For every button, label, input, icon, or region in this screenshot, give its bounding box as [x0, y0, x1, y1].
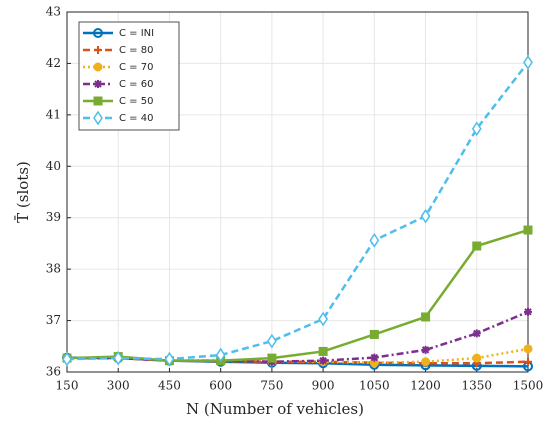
y-tick-label: 39 [46, 210, 61, 224]
data-point-part [421, 345, 430, 354]
data-point-part [472, 241, 482, 251]
x-tick-label: 600 [209, 379, 232, 393]
y-axis-label: T̄ (slots) [14, 161, 32, 223]
data-point [523, 344, 533, 354]
data-point [319, 356, 328, 365]
legend-marker-part [93, 28, 103, 38]
x-tick-label: 1350 [462, 379, 493, 393]
data-point [215, 347, 226, 363]
series-line [66, 61, 529, 361]
data-point [318, 311, 329, 327]
legend-marker-part [94, 46, 102, 54]
data-point-part [318, 346, 328, 356]
data-point [113, 350, 124, 366]
data-point [267, 353, 277, 363]
data-point-part [319, 356, 328, 365]
data-point-part [369, 232, 380, 248]
data-point-part [523, 225, 533, 235]
x-tick-label: 450 [158, 379, 181, 393]
legend-label: C = 80 [119, 45, 153, 56]
data-point [524, 357, 532, 366]
data-point [266, 333, 277, 349]
data-point [421, 345, 430, 354]
data-point-part [370, 353, 379, 362]
data-point-part [471, 121, 482, 137]
data-point-part [215, 347, 226, 363]
legend-marker-part [93, 62, 103, 72]
legend-marker [93, 110, 103, 126]
data-point [472, 353, 482, 363]
data-point-part [318, 311, 329, 327]
data-point-part [421, 357, 431, 367]
data-point [318, 346, 328, 356]
data-point-part [524, 307, 532, 316]
data-point-part [472, 329, 481, 338]
data-point-part [62, 351, 72, 367]
x-tick-label: 750 [260, 379, 283, 393]
y-tick-label: 36 [46, 365, 61, 379]
data-point-part [421, 312, 431, 322]
y-tick-label: 41 [46, 107, 61, 121]
x-tick-label: 1200 [410, 379, 441, 393]
y-tick-label: 43 [46, 5, 61, 19]
data-point [369, 329, 379, 339]
x-axis-label: N (Number of vehicles) [186, 400, 364, 418]
legend-label: C = INI [119, 28, 154, 39]
legend-label: C = 70 [119, 62, 153, 73]
x-tick-label: 300 [107, 379, 130, 393]
x-tick-label: 900 [312, 379, 335, 393]
data-point [523, 225, 533, 235]
x-tick-label: 1050 [359, 379, 390, 393]
legend-marker-part [93, 110, 103, 126]
data-point [472, 241, 482, 251]
data-point [62, 351, 72, 367]
legend-label: C = 40 [119, 113, 153, 124]
legend-label: C = 50 [119, 96, 153, 107]
y-tick-label: 40 [46, 159, 61, 173]
legend-marker [94, 46, 102, 54]
data-point-part [113, 350, 124, 366]
data-point-part [369, 329, 379, 339]
legend-marker [93, 96, 103, 106]
y-tick-label: 37 [46, 313, 61, 327]
data-point [524, 307, 532, 316]
data-point [421, 312, 431, 322]
data-point [471, 121, 482, 137]
data-point [164, 351, 175, 367]
data-point [369, 232, 380, 248]
data-point-part [266, 333, 277, 349]
data-point-part [523, 55, 533, 70]
legend-box [78, 21, 180, 131]
data-point [472, 329, 481, 338]
data-point-part [164, 351, 175, 367]
data-point [420, 208, 431, 224]
series-line [66, 228, 529, 362]
data-point [523, 55, 533, 70]
legend-marker [93, 28, 103, 38]
data-point-part [267, 353, 277, 363]
data-point-part [524, 357, 532, 366]
data-point-part [420, 208, 431, 224]
legend-marker-part [93, 96, 103, 106]
legend-label: C = 60 [119, 79, 153, 90]
legend-marker-part [94, 80, 102, 88]
data-point-part [523, 344, 533, 354]
legend-marker [94, 80, 102, 88]
data-point [421, 357, 431, 367]
x-tick-label: 1500 [513, 379, 544, 393]
data-point-part [472, 353, 482, 363]
x-tick-label: 150 [56, 379, 79, 393]
legend-marker [93, 62, 103, 72]
y-tick-label: 38 [46, 262, 61, 276]
data-point [370, 353, 379, 362]
plot-frame [66, 11, 529, 373]
y-tick-label: 42 [46, 56, 61, 70]
